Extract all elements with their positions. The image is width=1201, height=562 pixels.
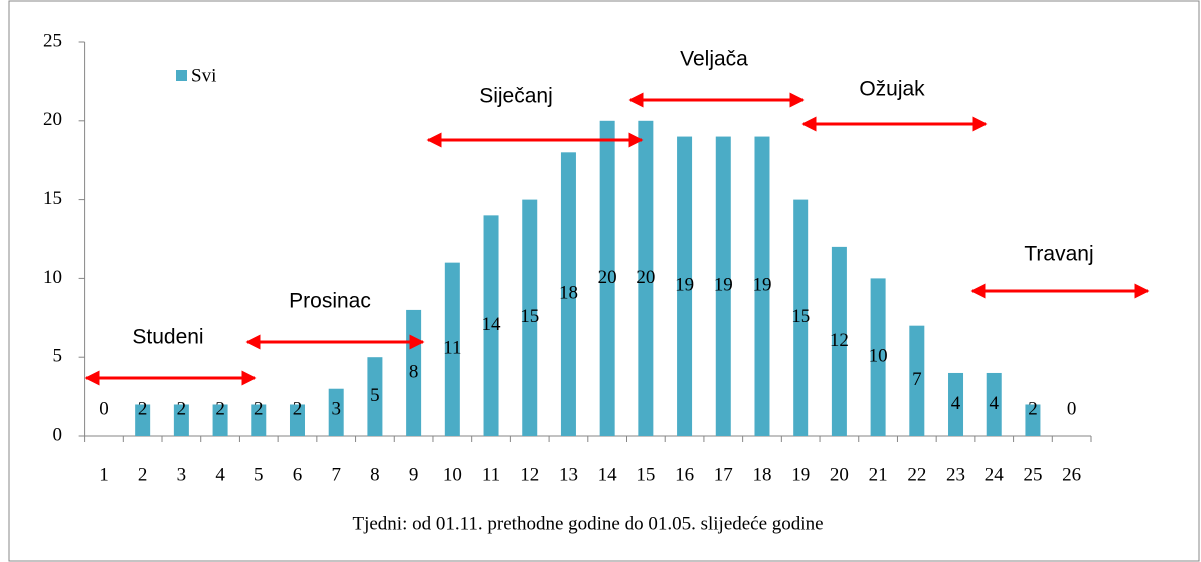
x-tick-label: 18	[752, 464, 771, 485]
data-label: 2	[293, 398, 303, 419]
month-label: Travanj	[1024, 243, 1093, 266]
data-label: 10	[869, 346, 888, 367]
bar	[483, 215, 499, 436]
month-label: Siječanj	[479, 85, 553, 108]
data-label: 15	[791, 306, 810, 327]
x-tick-label: 2	[138, 464, 148, 485]
month-label: Ožujak	[859, 78, 925, 101]
x-tick-label: 13	[559, 464, 578, 485]
data-label: 4	[951, 393, 961, 414]
x-tick-label: 15	[636, 464, 655, 485]
data-label: 0	[99, 398, 109, 419]
data-label: 18	[559, 283, 578, 304]
bar	[986, 372, 1002, 436]
bar	[909, 325, 925, 436]
legend-swatch	[176, 70, 187, 81]
data-label: 2	[254, 398, 264, 419]
data-label: 19	[675, 275, 694, 296]
data-label: 2	[138, 398, 148, 419]
x-tick-label: 24	[985, 464, 1005, 485]
month-label: Studeni	[132, 326, 203, 349]
legend-label: Svi	[191, 65, 216, 86]
bar	[870, 278, 886, 436]
bar	[948, 372, 964, 436]
bar	[831, 246, 847, 436]
month-label: Veljača	[680, 48, 748, 71]
y-tick-label: 15	[43, 188, 62, 209]
x-tick-label: 11	[482, 464, 500, 485]
data-label: 2	[177, 398, 187, 419]
x-tick-label: 19	[791, 464, 810, 485]
x-tick-label: 25	[1023, 464, 1042, 485]
bar	[328, 388, 344, 436]
x-tick-label: 23	[946, 464, 965, 485]
data-label: 20	[636, 267, 655, 288]
month-label: Prosinac	[289, 290, 371, 313]
bar	[1025, 404, 1041, 436]
data-label: 4	[989, 393, 999, 414]
x-tick-label: 6	[293, 464, 303, 485]
x-tick-label: 16	[675, 464, 694, 485]
bar	[367, 357, 383, 436]
bar	[135, 404, 151, 436]
data-label: 3	[331, 398, 341, 419]
y-tick-label: 25	[43, 30, 62, 51]
y-tick-label: 0	[53, 424, 63, 445]
data-label: 7	[912, 369, 922, 390]
x-tick-label: 12	[520, 464, 539, 485]
x-tick-label: 1	[99, 464, 109, 485]
bar	[599, 120, 615, 437]
bar	[173, 404, 189, 436]
x-tick-label: 14	[598, 464, 618, 485]
data-label: 19	[752, 275, 771, 296]
bar	[638, 120, 654, 437]
y-tick-label: 5	[53, 346, 63, 367]
x-tick-label: 4	[215, 464, 225, 485]
bar	[444, 262, 460, 436]
x-tick-label: 3	[177, 464, 187, 485]
bar	[522, 199, 538, 436]
bar	[212, 404, 228, 436]
data-label: 2	[215, 398, 225, 419]
y-tick-label: 20	[43, 109, 62, 130]
x-axis-title: Tjedni: od 01.11. prethodne godine do 01…	[352, 513, 823, 534]
x-tick-label: 5	[254, 464, 264, 485]
x-tick-label: 20	[830, 464, 849, 485]
data-label: 20	[598, 267, 617, 288]
data-label: 15	[520, 306, 539, 327]
bar	[715, 136, 731, 436]
data-label: 14	[482, 314, 502, 335]
x-tick-label: 21	[869, 464, 888, 485]
bar	[677, 136, 693, 436]
bar	[251, 404, 267, 436]
bar	[754, 136, 770, 436]
x-tick-label: 8	[370, 464, 380, 485]
data-label: 0	[1067, 398, 1077, 419]
bar	[793, 199, 809, 436]
bar	[289, 404, 305, 436]
x-tick-label: 26	[1062, 464, 1081, 485]
y-tick-label: 10	[43, 267, 62, 288]
frame	[8, 0, 1200, 562]
data-label: 2	[1028, 398, 1038, 419]
data-label: 8	[409, 361, 419, 382]
data-label: 5	[370, 385, 380, 406]
bar	[560, 152, 576, 436]
x-tick-label: 17	[714, 464, 733, 485]
data-label: 12	[830, 330, 849, 351]
x-tick-label: 7	[331, 464, 341, 485]
data-label: 11	[443, 338, 461, 359]
x-tick-label: 9	[409, 464, 419, 485]
data-label: 19	[714, 275, 733, 296]
x-tick-label: 22	[907, 464, 926, 485]
x-tick-label: 10	[443, 464, 462, 485]
